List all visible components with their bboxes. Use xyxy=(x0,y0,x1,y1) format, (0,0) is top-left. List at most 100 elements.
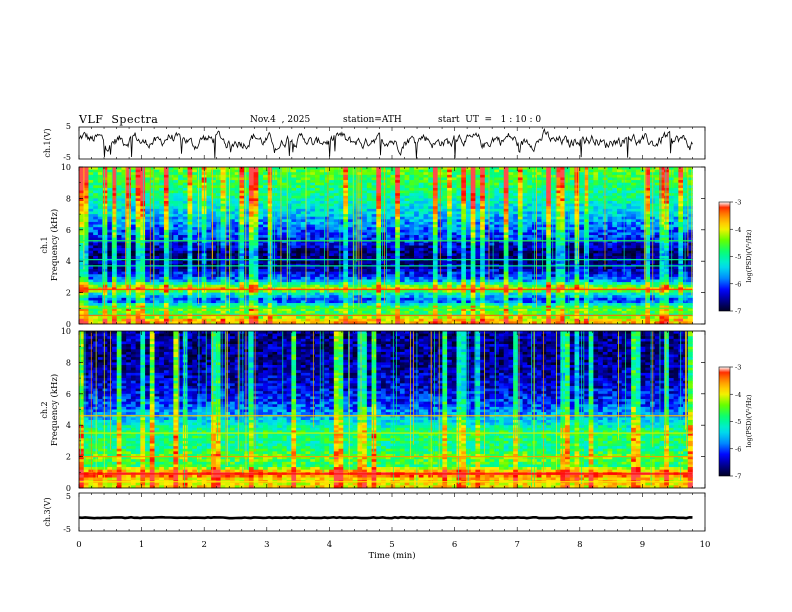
spectrogram-cell xyxy=(395,216,401,220)
spectrogram-cell xyxy=(583,187,590,191)
spectrogram-cell xyxy=(182,221,188,225)
spectrogram-cell xyxy=(522,195,528,199)
spectrogram-cell xyxy=(598,198,604,202)
spectrogram-cell xyxy=(140,227,146,231)
spectrogram-cell xyxy=(390,221,396,225)
spectrogram-cell xyxy=(291,185,297,189)
spectrogram-cell xyxy=(399,229,405,233)
spectrogram-cell xyxy=(352,182,358,186)
spectrogram-cell xyxy=(263,221,269,225)
spectrogram-cell xyxy=(508,185,514,189)
spectrogram-cell xyxy=(579,190,585,194)
spectrogram-cell xyxy=(536,190,542,194)
spectrogram-cell xyxy=(97,187,103,191)
spectrogram-cell xyxy=(154,221,160,225)
spectrogram-cell xyxy=(211,242,217,246)
spectrogram-cell xyxy=(461,237,467,241)
spectrogram-cell xyxy=(329,245,335,249)
spectrogram-cell xyxy=(206,235,212,238)
spectrogram-cell xyxy=(494,193,500,197)
spectrogram-cell xyxy=(93,240,99,244)
spectrogram-cell xyxy=(404,227,410,231)
spectrogram-cell xyxy=(508,167,514,170)
spectrogram-cell xyxy=(163,193,170,197)
spectrogram-cell xyxy=(112,224,118,228)
spectrogram-cell xyxy=(296,208,302,212)
spectrogram-cell xyxy=(357,219,363,223)
spectrogram-cell xyxy=(579,195,585,199)
spectrogram-cell xyxy=(414,206,420,210)
spectrogram-cell xyxy=(480,208,486,212)
spectrogram-cell xyxy=(192,250,198,254)
spectrogram-cell xyxy=(593,211,599,215)
spectrogram-cell xyxy=(248,227,254,231)
spectrogram-cell xyxy=(489,242,495,246)
spectrogram-cell xyxy=(626,193,632,197)
spectrogram-cell xyxy=(357,253,363,257)
spectrogram-cell xyxy=(456,169,462,173)
spectrogram-cell xyxy=(503,221,509,225)
spectrogram-cell xyxy=(517,193,523,197)
spectrogram-cell xyxy=(286,261,292,265)
spectrogram-cell xyxy=(154,248,160,252)
spectrogram-cell xyxy=(432,237,438,241)
spectrogram-cell xyxy=(503,250,509,254)
spectrogram-cell xyxy=(499,261,505,265)
spectrogram-cell xyxy=(432,224,438,228)
spectrogram-cell xyxy=(579,216,585,220)
spectrogram-cell xyxy=(286,211,292,215)
spectrogram-cell xyxy=(442,206,448,210)
spectrogram-cell xyxy=(423,250,429,254)
spectrogram-cell xyxy=(678,174,684,178)
spectrogram-cell xyxy=(182,216,188,220)
spectrogram-cell xyxy=(541,187,547,191)
spectrogram-cell xyxy=(428,250,434,254)
spectrogram-cell xyxy=(300,195,306,199)
spectrogram-cell xyxy=(239,182,245,186)
spectrogram-cell xyxy=(574,216,580,220)
spectrogram-cell xyxy=(513,185,519,189)
spectrogram-cell xyxy=(126,190,132,194)
spectrogram-cell xyxy=(357,180,363,184)
spectrogram-cell xyxy=(362,174,368,178)
spectrogram-cell xyxy=(244,169,250,173)
spectrogram-cell xyxy=(357,169,363,173)
spectrogram-cell xyxy=(489,203,495,207)
spectrogram-cell xyxy=(220,253,226,257)
spectrogram-cell xyxy=(583,214,590,218)
spectrogram-cell xyxy=(305,237,311,241)
spectrogram-cell xyxy=(357,190,363,194)
spectrogram-cell xyxy=(324,201,330,204)
spectrogram-cell xyxy=(258,187,264,191)
spectrogram-cell xyxy=(371,177,377,181)
spectrogram-cell xyxy=(484,219,490,223)
spectrogram-cell xyxy=(192,240,198,244)
spectrogram-cell xyxy=(230,235,236,238)
spectrogram-cell xyxy=(480,185,486,189)
spectrogram-cell xyxy=(395,255,401,259)
spectrogram-cell xyxy=(385,261,391,265)
spectrogram-cell xyxy=(225,240,231,244)
spectrogram-cell xyxy=(546,219,552,223)
spectrogram-cell xyxy=(154,237,160,241)
spectrogram-cell xyxy=(645,180,651,184)
spectrogram-cell xyxy=(579,219,585,223)
spectrogram-cell xyxy=(366,182,372,186)
spectrogram-cell xyxy=(593,169,599,173)
spectrogram-cell xyxy=(296,250,302,254)
spectrogram-cell xyxy=(442,193,448,197)
spectrogram-cell xyxy=(465,206,472,210)
spectrogram-cell xyxy=(357,250,363,254)
spectrogram-cell xyxy=(598,250,604,254)
spectrogram-cell xyxy=(263,206,269,210)
spectrogram-cell xyxy=(338,242,344,246)
spectrogram-cell xyxy=(211,235,217,238)
spectrogram-cell xyxy=(626,216,632,220)
spectrogram-cell xyxy=(135,237,141,241)
spectrogram-cell xyxy=(484,174,490,178)
spectrogram-cell xyxy=(390,242,396,246)
spectrogram-cell xyxy=(588,232,594,236)
spectrogram-cell xyxy=(550,227,556,231)
spectrogram-cell xyxy=(130,216,136,220)
spectrogram-cell xyxy=(409,177,415,181)
